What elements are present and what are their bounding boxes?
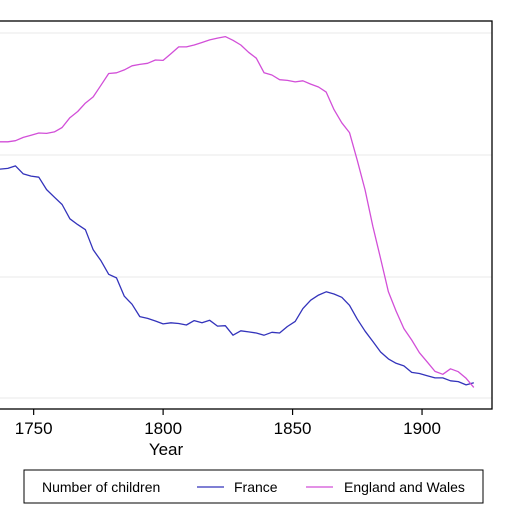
x-tick-label: 1750	[15, 419, 53, 438]
series-group	[0, 35, 475, 388]
plot-frame	[0, 20, 493, 410]
x-tick-label: 1850	[274, 419, 312, 438]
x-tick-label: 1900	[403, 419, 441, 438]
x-tick-label: 1800	[144, 419, 182, 438]
series-line-england-and-wales	[0, 35, 475, 388]
legend-label-england-and-wales: England and Wales	[344, 479, 465, 495]
x-axis: 1750 1800 1850 1900	[15, 409, 441, 438]
gridlines	[0, 32, 492, 399]
x-axis-title: Year	[149, 440, 184, 459]
legend-box	[23, 469, 484, 504]
series-line-france	[0, 165, 474, 386]
legend-label-france: France	[234, 479, 278, 495]
legend: Number of children France England and Wa…	[23, 469, 484, 504]
legend-title: Number of children	[42, 479, 160, 495]
